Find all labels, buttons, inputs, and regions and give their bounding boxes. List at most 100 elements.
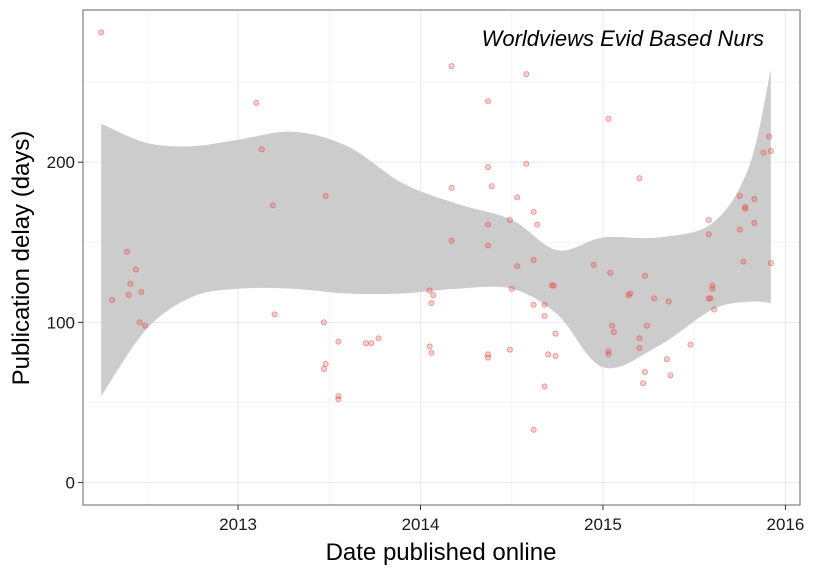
data-point (711, 306, 718, 313)
data-point (132, 266, 139, 273)
data-point (742, 205, 749, 212)
data-point (506, 216, 513, 223)
data-point (636, 345, 643, 352)
x-axis-ticks: 2013 2014 2015 2016 (219, 505, 804, 534)
data-point (610, 328, 617, 335)
y-tick-label: 200 (47, 153, 75, 172)
data-point (448, 184, 455, 191)
data-point (430, 292, 437, 299)
data-point (636, 335, 643, 342)
data-point (508, 285, 515, 292)
data-point (485, 351, 492, 358)
panel-title: Worldviews Evid Based Nurs (482, 26, 764, 51)
data-point (253, 99, 260, 106)
data-point (541, 301, 548, 308)
data-point (705, 216, 712, 223)
data-point (545, 351, 552, 358)
data-point (514, 263, 521, 270)
data-point (736, 192, 743, 199)
data-point (530, 256, 537, 263)
data-point (448, 63, 455, 70)
data-point (485, 242, 492, 249)
data-point (98, 29, 105, 36)
data-point (605, 348, 612, 355)
x-tick-label: 2013 (219, 515, 257, 534)
data-point (636, 175, 643, 182)
data-point (322, 192, 329, 199)
data-point (590, 261, 597, 268)
data-point (138, 288, 145, 295)
data-point (485, 163, 492, 170)
data-point (428, 300, 435, 307)
data-point (605, 351, 612, 358)
y-tick-label: 0 (66, 474, 75, 493)
y-tick-label: 100 (47, 313, 75, 332)
data-point (541, 383, 548, 390)
data-point (767, 147, 774, 154)
y-axis-ticks: 0 100 200 (47, 153, 83, 493)
data-point (550, 282, 557, 289)
data-point (320, 319, 327, 326)
data-point (530, 426, 537, 433)
data-point (269, 202, 276, 209)
data-point (426, 343, 433, 350)
data-point (687, 341, 694, 348)
data-point (485, 354, 492, 361)
data-point (709, 285, 716, 292)
data-point (125, 292, 132, 299)
data-point (335, 393, 342, 400)
data-point (705, 295, 712, 302)
data-point (751, 220, 758, 227)
data-point (375, 335, 382, 342)
data-point (740, 258, 747, 265)
data-point (109, 296, 116, 303)
data-point (605, 115, 612, 122)
data-point (641, 369, 648, 376)
data-point (514, 194, 521, 201)
data-point (552, 353, 559, 360)
data-point (335, 338, 342, 345)
data-point (541, 312, 548, 319)
data-points (98, 29, 774, 433)
data-point (320, 365, 327, 372)
data-point (523, 160, 530, 167)
data-point (448, 237, 455, 244)
data-point (485, 221, 492, 228)
data-point (127, 280, 134, 287)
data-point (142, 322, 149, 329)
data-point (751, 196, 758, 203)
data-point (123, 248, 130, 255)
data-point (607, 269, 614, 276)
data-point (506, 346, 513, 353)
data-point (641, 272, 648, 279)
confidence-band (101, 69, 771, 397)
data-point (488, 183, 495, 190)
data-point (548, 282, 555, 289)
data-point (707, 295, 714, 302)
data-point (534, 221, 541, 228)
data-point (426, 287, 433, 294)
x-tick-label: 2016 (766, 515, 804, 534)
data-point (335, 396, 342, 403)
data-point (767, 260, 774, 267)
data-point (428, 349, 435, 356)
x-tick-label: 2014 (402, 515, 440, 534)
plot-panel-border (82, 9, 801, 506)
data-point (362, 340, 369, 347)
data-point (640, 380, 647, 387)
data-point (643, 322, 650, 329)
x-axis-title: Date published online (326, 539, 557, 566)
data-point (663, 356, 670, 363)
data-point (765, 133, 772, 140)
data-point (736, 226, 743, 233)
data-point (665, 298, 672, 305)
data-point (709, 282, 716, 289)
data-point (742, 204, 749, 211)
data-point (760, 149, 767, 156)
data-point (552, 330, 559, 337)
data-point (258, 146, 265, 153)
data-point (627, 290, 634, 297)
data-point (530, 208, 537, 215)
data-point (651, 295, 658, 302)
data-point (705, 231, 712, 238)
